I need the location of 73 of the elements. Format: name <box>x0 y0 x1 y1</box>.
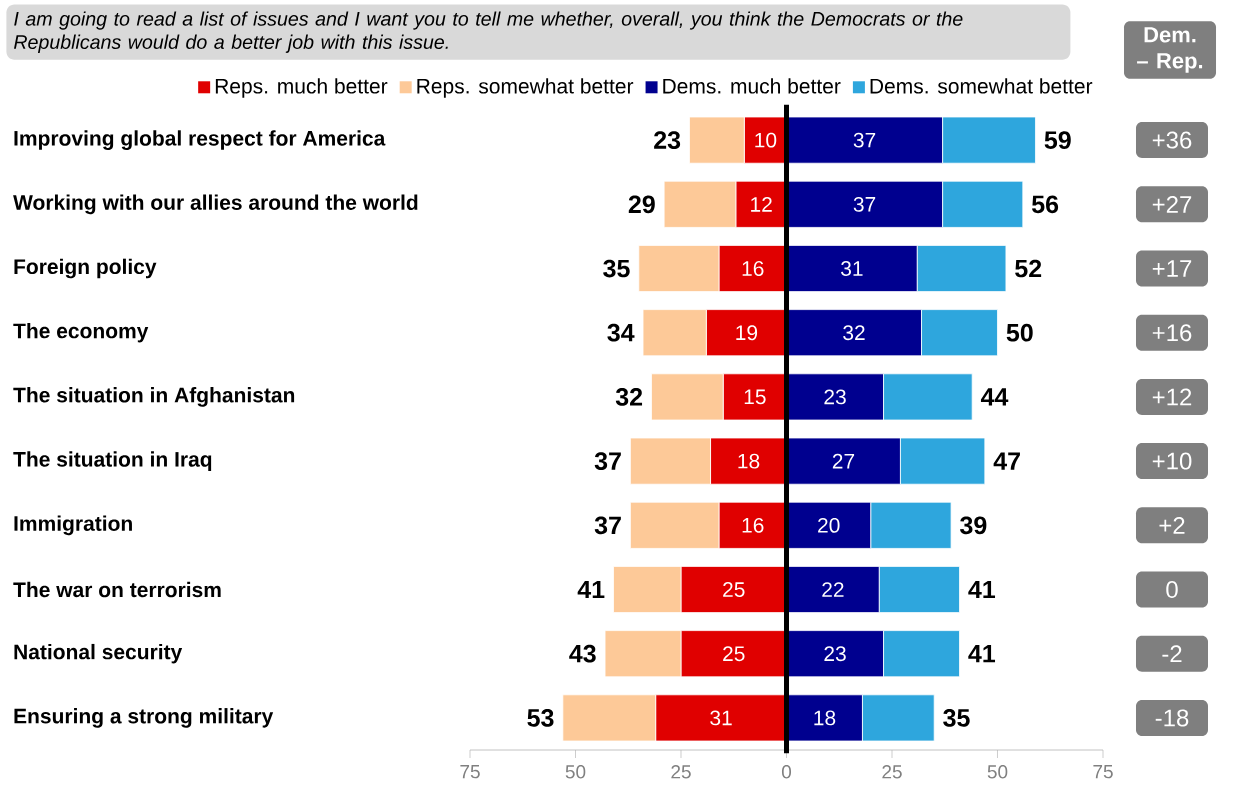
annotation: 41 <box>968 645 996 663</box>
legend-label: Reps. much better <box>215 78 388 98</box>
annotation: 39 <box>960 516 987 535</box>
data-label: 19 <box>736 325 758 341</box>
data-label: 16 <box>742 517 764 533</box>
x-tick-label: 50 <box>987 765 1008 779</box>
y-tick-label: Foreign policy <box>14 258 157 279</box>
annotation: 37 <box>594 452 621 470</box>
data-label: 32 <box>843 325 865 341</box>
x-tick-label: 75 <box>460 765 480 779</box>
chart-title: I am going to read a list of issues and I want you to tell me whether, overall, you think the Democrats or the Republicans would do a better job with this issue. <box>14 11 963 53</box>
text: +12 <box>1152 388 1192 406</box>
text: +16 <box>1152 324 1192 342</box>
text: -2 <box>1162 645 1182 663</box>
data-label: 25 <box>723 582 745 597</box>
data-label: 20 <box>818 517 840 533</box>
text: +10 <box>1152 452 1192 470</box>
data-label: 18 <box>814 710 836 726</box>
text: 0 <box>1166 581 1178 598</box>
data-label: 18 <box>738 453 760 469</box>
annotation: 35 <box>943 709 970 727</box>
annotation: 47 <box>993 452 1020 470</box>
annotation: 52 <box>1015 259 1042 278</box>
annotation: 41 <box>577 580 605 599</box>
annotation: 59 <box>1044 131 1071 149</box>
legend-label: Reps. somewhat better <box>417 78 634 98</box>
y-tick-label: Improving global respect for America <box>14 130 386 150</box>
legend-label: Dems. much better <box>663 78 841 94</box>
x-tick-label: 75 <box>1093 765 1113 779</box>
annotation: 44 <box>980 388 1009 406</box>
annotation: 56 <box>1032 195 1059 214</box>
annotation: 43 <box>569 644 596 663</box>
annotation: 53 <box>527 709 554 727</box>
y-tick-label: The situation in Afghanistan <box>13 387 295 407</box>
annotation: 29 <box>628 195 655 214</box>
data-label: 23 <box>824 646 846 662</box>
text: -18 <box>1155 709 1189 727</box>
data-label: 12 <box>751 196 772 212</box>
text: +36 <box>1152 131 1192 149</box>
text: +2 <box>1159 516 1185 534</box>
data-label: 10 <box>755 132 777 148</box>
annotation: 23 <box>654 131 681 149</box>
data-label: 16 <box>742 261 764 276</box>
annotation: 35 <box>603 259 630 278</box>
text: +27 <box>1152 195 1192 213</box>
annotation: 41 <box>968 580 996 599</box>
y-tick-label: Immigration <box>14 515 132 536</box>
data-label: 37 <box>853 196 876 212</box>
x-tick-label: 25 <box>671 765 691 779</box>
data-label: 22 <box>822 582 844 597</box>
y-tick-label: The war on terrorism <box>13 581 221 598</box>
text: Dem. – Rep. <box>1137 27 1203 73</box>
text: +17 <box>1152 260 1192 277</box>
data-label: 31 <box>710 710 732 726</box>
x-tick-label: 50 <box>565 765 586 779</box>
data-label: 25 <box>723 646 745 662</box>
y-tick-label: The situation in Iraq <box>13 451 212 471</box>
annotation: 32 <box>615 388 643 406</box>
y-tick-label: The economy <box>13 322 149 343</box>
data-label: 23 <box>824 389 846 405</box>
data-label: 27 <box>832 453 855 469</box>
annotation: 50 <box>1006 323 1033 342</box>
x-tick-label: 25 <box>882 765 902 779</box>
legend-label: Dems. somewhat better <box>870 78 1093 94</box>
annotation: 34 <box>607 323 635 342</box>
y-tick-label: National security <box>14 643 183 664</box>
annotation: 37 <box>594 516 621 535</box>
data-label: 37 <box>853 132 876 148</box>
x-tick-label: 0 <box>781 765 792 779</box>
data-label: 31 <box>841 261 863 276</box>
data-label: 15 <box>744 389 766 405</box>
y-tick-label: Working with our allies around the world <box>13 194 418 215</box>
y-tick-label: Ensuring a strong military <box>14 708 274 728</box>
